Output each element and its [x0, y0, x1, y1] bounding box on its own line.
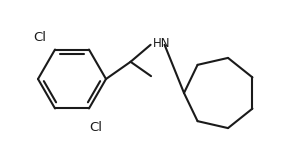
- Text: HN: HN: [152, 37, 170, 50]
- Text: Cl: Cl: [33, 31, 46, 44]
- Text: Cl: Cl: [89, 121, 103, 134]
